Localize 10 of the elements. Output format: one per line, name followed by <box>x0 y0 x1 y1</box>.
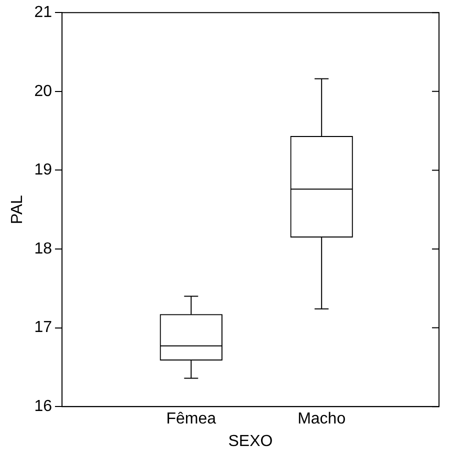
x-tick-label: Fêmea <box>166 410 216 428</box>
y-tick-label: 18 <box>34 240 52 258</box>
y-tick-label: 20 <box>34 82 52 100</box>
y-tick-label: 17 <box>34 319 52 336</box>
y-tick-label: 19 <box>34 162 52 179</box>
x-axis-title: SEXO <box>228 432 273 450</box>
x-tick-label: Macho <box>298 410 346 428</box>
y-axis-title: PAL <box>9 194 26 224</box>
y-tick-label: 21 <box>34 4 52 22</box>
y-tick-label: 16 <box>34 398 52 416</box>
